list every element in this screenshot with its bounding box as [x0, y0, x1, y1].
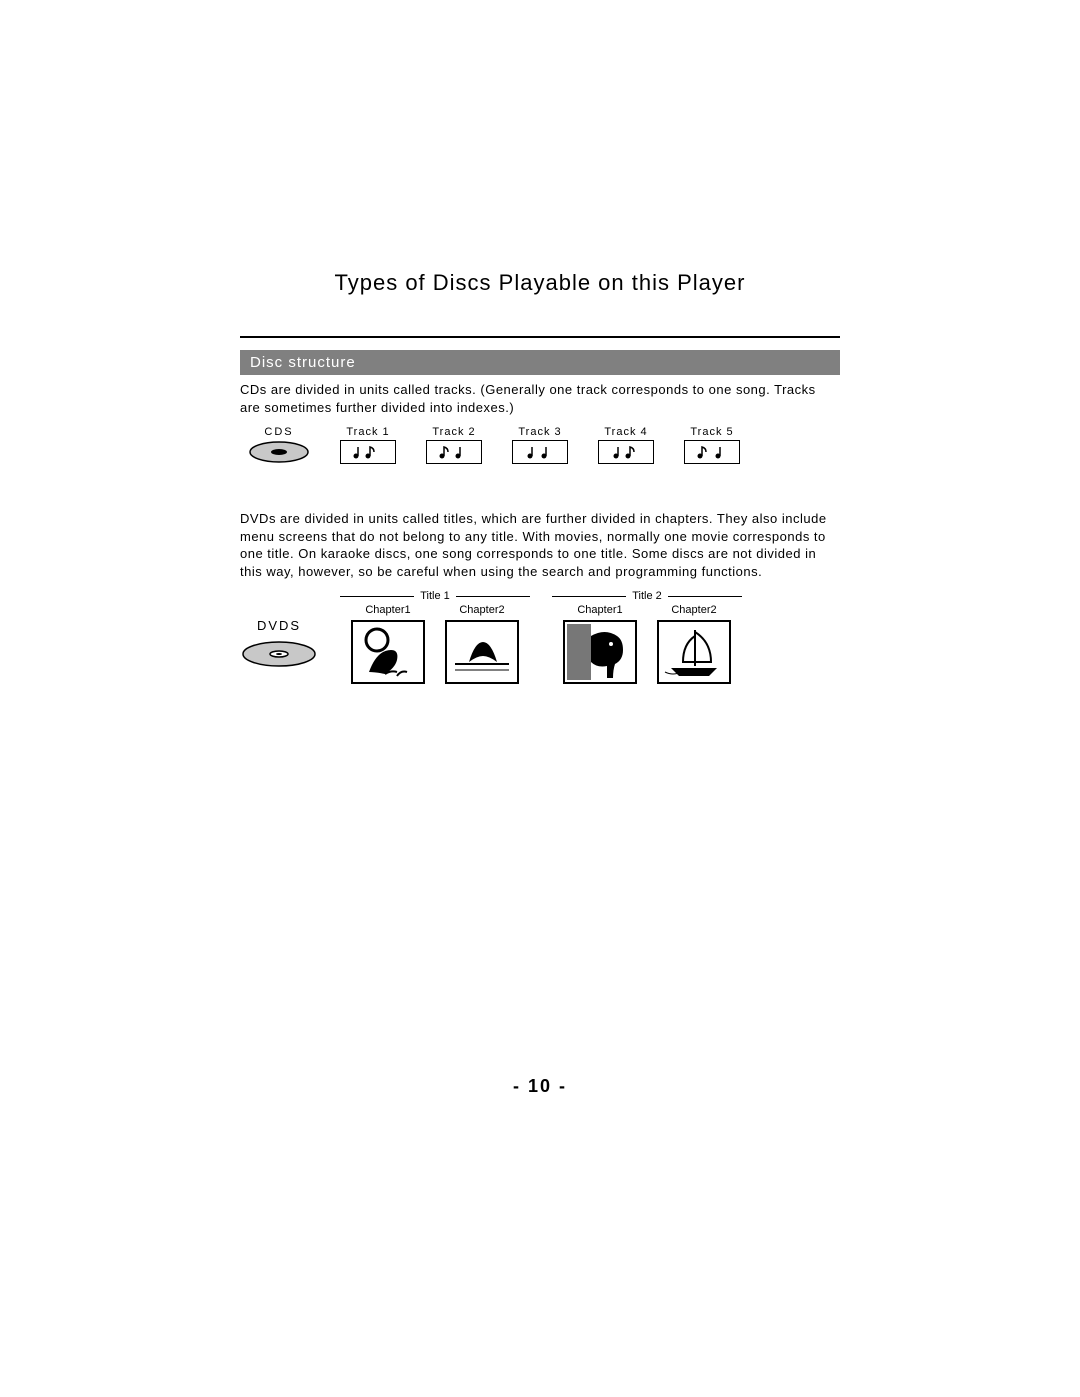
- track-box: [340, 440, 396, 464]
- disc-icon: [240, 639, 318, 669]
- notes-icon: [606, 444, 646, 460]
- track-label: Track 4: [604, 426, 647, 438]
- notes-icon: [692, 444, 732, 460]
- chapter: Chapter2: [657, 604, 731, 684]
- chapters: Chapter1 Chapter2: [351, 604, 519, 684]
- chapter-label: Chapter1: [365, 604, 410, 616]
- elephant-icon: [567, 624, 633, 680]
- title-group-1: Title 1 Chapter1 Chapter2: [340, 590, 530, 684]
- chapter-box: [563, 620, 637, 684]
- chapter: Chapter2: [445, 604, 519, 684]
- divider: [240, 336, 840, 338]
- dvd-label: DVDS: [257, 618, 301, 633]
- track-box: [426, 440, 482, 464]
- track-label: Track 2: [432, 426, 475, 438]
- track-item: Track 5: [684, 426, 740, 464]
- chapter: Chapter1: [563, 604, 637, 684]
- title-label: Title 1: [414, 590, 456, 602]
- chapter-box: [351, 620, 425, 684]
- track-item: Track 3: [512, 426, 568, 464]
- title-header: Title 2: [552, 590, 742, 602]
- chapter-label: Chapter1: [577, 604, 622, 616]
- track-box: [684, 440, 740, 464]
- chapters: Chapter1 Chapter2: [563, 604, 731, 684]
- title-header: Title 1: [340, 590, 530, 602]
- chapter: Chapter1: [351, 604, 425, 684]
- chapter-box: [445, 620, 519, 684]
- dvd-chapter-row: DVDS Title 1 Chapter1: [240, 590, 840, 684]
- notes-icon: [348, 444, 388, 460]
- chapter-box: [657, 620, 731, 684]
- cd-disc-item: CDS: [248, 426, 310, 464]
- dvd-disc-item: DVDS: [240, 590, 318, 669]
- track-item: Track 2: [426, 426, 482, 464]
- track-box: [598, 440, 654, 464]
- dolphin-icon: [355, 624, 421, 680]
- track-item: Track 1: [340, 426, 396, 464]
- track-label: Track 5: [690, 426, 733, 438]
- cd-track-row: CDS Track 1 Track 2: [248, 426, 840, 464]
- page-number: - 10 -: [0, 1076, 1080, 1097]
- track-label: Track 3: [518, 426, 561, 438]
- title-label: Title 2: [626, 590, 668, 602]
- chapter-label: Chapter2: [671, 604, 716, 616]
- chapter-label: Chapter2: [459, 604, 504, 616]
- whale-tail-icon: [449, 624, 515, 680]
- sailboat-icon: [661, 624, 727, 680]
- manual-page: Types of Discs Playable on this Player D…: [0, 0, 1080, 1397]
- title-group-2: Title 2 Chapter1 Chapter2: [552, 590, 742, 684]
- section-header: Disc structure: [240, 350, 840, 375]
- track-box: [512, 440, 568, 464]
- track-item: Track 4: [598, 426, 654, 464]
- disc-icon: [248, 440, 310, 464]
- dvd-description: DVDs are divided in units called titles,…: [240, 510, 840, 580]
- track-label: Track 1: [346, 426, 389, 438]
- cd-description: CDs are divided in units called tracks. …: [240, 381, 840, 416]
- cd-label: CDS: [264, 426, 293, 438]
- page-title: Types of Discs Playable on this Player: [240, 270, 840, 296]
- notes-icon: [434, 444, 474, 460]
- notes-icon: [520, 444, 560, 460]
